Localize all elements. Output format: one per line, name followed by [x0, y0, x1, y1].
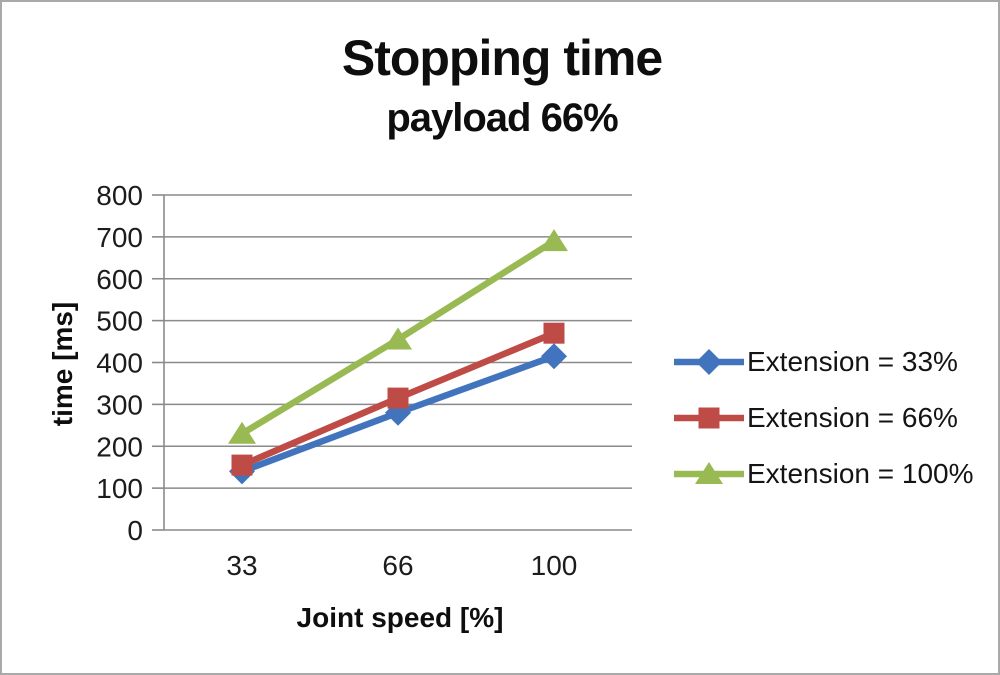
y-tick-label: 100: [96, 473, 143, 504]
y-tick-label: 500: [96, 306, 143, 337]
x-tick-label: 100: [531, 550, 578, 581]
x-tick-label: 66: [382, 550, 413, 581]
legend-item: Extension = 100%: [674, 458, 974, 489]
y-tick-label: 200: [96, 431, 143, 462]
data-point-marker-triangle-icon: [695, 462, 723, 484]
legend-square-icon: [674, 407, 744, 429]
data-point-marker-square-icon: [543, 322, 565, 344]
x-tick-label: 33: [226, 550, 257, 581]
legend-label: Extension = 66%: [747, 402, 958, 433]
data-point-marker-diamond-icon: [696, 349, 722, 375]
data-point-marker-triangle-icon: [228, 421, 256, 444]
legend-label: Extension = 100%: [747, 458, 974, 489]
data-point-marker-square-icon: [698, 407, 720, 429]
legend-item: Extension = 66%: [674, 402, 974, 433]
legend-triangle-icon: [674, 462, 744, 484]
y-tick-label: 800: [96, 180, 143, 211]
y-tick-label: 700: [96, 222, 143, 253]
y-tick-label: 600: [96, 264, 143, 295]
data-point-marker-triangle-icon: [384, 327, 412, 350]
data-point-marker-triangle-icon: [540, 229, 568, 252]
data-point-marker-square-icon: [387, 387, 409, 409]
data-point-marker-square-icon: [231, 454, 253, 476]
legend-item: Extension = 33%: [674, 346, 974, 377]
chart-title: Stopping time: [341, 30, 663, 86]
y-tick-label: 300: [96, 389, 143, 420]
y-axis-title: time [ms]: [47, 301, 78, 427]
data-point-marker-diamond-icon: [541, 343, 567, 370]
legend: Extension = 33% Extension = 66% Extension …: [674, 346, 974, 489]
chart-subtitle: payload 66%: [386, 96, 618, 140]
legend-diamond-icon: [674, 349, 744, 375]
x-axis-title: Joint speed [%]: [296, 602, 504, 633]
y-tick-label: 400: [96, 348, 143, 379]
legend-label: Extension = 33%: [747, 346, 958, 377]
y-tick-label: 0: [127, 515, 143, 546]
